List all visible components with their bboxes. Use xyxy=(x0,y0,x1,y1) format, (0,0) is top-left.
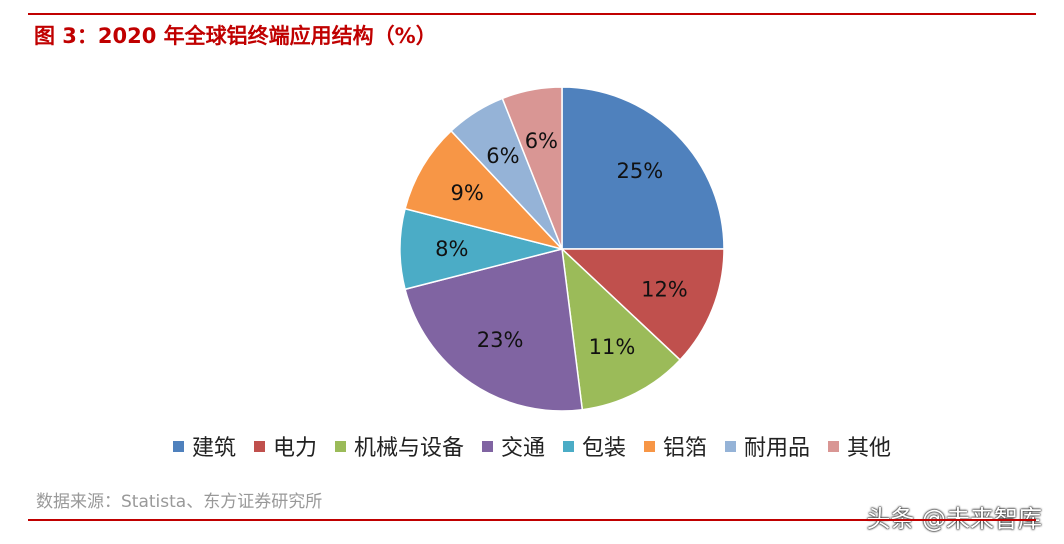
bottom-rule xyxy=(28,519,1036,521)
pie-slice-3 xyxy=(404,248,584,412)
legend-item-1: 电力 xyxy=(253,430,317,462)
legend-swatch-7 xyxy=(828,440,840,452)
legend-label-5: 铝箔 xyxy=(663,436,708,461)
legend-item-2: 机械与设备 xyxy=(334,430,464,462)
pie-label-7: 6% xyxy=(525,129,558,153)
pie-label-0: 25% xyxy=(617,159,664,183)
pie-label-4: 8% xyxy=(435,237,468,261)
pie-slice-5 xyxy=(404,129,565,251)
pie-label-6: 6% xyxy=(486,144,519,168)
pie-label-1: 12% xyxy=(641,278,688,302)
pie-slice-0 xyxy=(561,86,725,250)
pie-slice-2 xyxy=(560,247,682,411)
legend-label-6: 耐用品 xyxy=(744,436,811,461)
legend-label-4: 包装 xyxy=(582,436,627,461)
chart-legend: 建筑 电力 机械与设备 交通 包装 铝箔 耐用品 其他 xyxy=(0,430,1064,462)
legend-label-3: 交通 xyxy=(500,436,545,461)
pie-label-2: 11% xyxy=(589,335,636,359)
legend-swatch-5 xyxy=(644,440,656,452)
legend-swatch-2 xyxy=(334,440,346,452)
legend-swatch-4 xyxy=(563,440,574,452)
source-note: 数据来源：Statista、东方证券研究所 xyxy=(36,492,323,512)
pie-label-5: 9% xyxy=(451,181,484,205)
top-rule xyxy=(28,13,1036,15)
legend-item-3: 交通 xyxy=(481,430,545,462)
legend-label-7: 其他 xyxy=(847,436,892,461)
legend-label-2: 机械与设备 xyxy=(353,436,464,461)
legend-item-6: 耐用品 xyxy=(725,430,810,462)
chart-title: 图 3：2020 年全球铝终端应用结构（%） xyxy=(34,24,437,48)
watermark: 头条 @未来智库 xyxy=(866,505,1042,533)
legend-swatch-6 xyxy=(725,440,737,452)
legend-swatch-1 xyxy=(253,440,265,452)
legend-swatch-0 xyxy=(172,440,184,452)
pie-slice-1 xyxy=(560,248,725,361)
legend-label-0: 建筑 xyxy=(191,436,236,461)
legend-item-7: 其他 xyxy=(828,430,891,462)
pie-label-3: 23% xyxy=(477,328,524,352)
legend-item-5: 铝箔 xyxy=(644,430,707,462)
legend-item-0: 建筑 xyxy=(172,430,236,462)
pie-chart: 25%12%11%23%8%9%6%6% xyxy=(399,86,725,412)
legend-label-1: 电力 xyxy=(272,436,317,461)
legend-item-4: 包装 xyxy=(563,430,626,462)
pie-slice-7 xyxy=(501,86,563,250)
legend-swatch-3 xyxy=(481,440,493,452)
